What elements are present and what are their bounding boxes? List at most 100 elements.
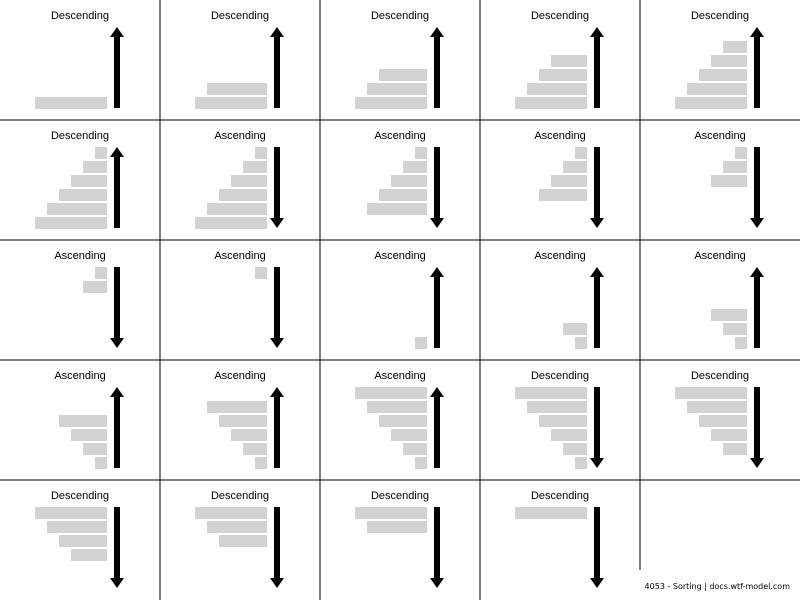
sort-bar xyxy=(539,415,587,427)
sort-bar xyxy=(379,415,427,427)
panel-title: Descending xyxy=(51,490,109,502)
sort-bar xyxy=(219,189,267,201)
sort-bar xyxy=(95,267,107,279)
sort-bar xyxy=(207,83,267,95)
sort-bar xyxy=(711,55,747,67)
panel-title: Descending xyxy=(531,370,589,382)
panel: Ascending xyxy=(534,250,604,349)
sort-bar xyxy=(367,521,427,533)
arrow-down-icon xyxy=(110,267,124,348)
panel-title: Ascending xyxy=(694,130,745,142)
sort-bar xyxy=(551,429,587,441)
sort-bar xyxy=(527,83,587,95)
sort-bar xyxy=(83,281,107,293)
sort-bar xyxy=(95,457,107,469)
sort-bar xyxy=(83,161,107,173)
panel: Ascending xyxy=(54,250,124,348)
panel-title: Ascending xyxy=(374,250,425,262)
panel: Ascending xyxy=(54,370,124,469)
panel-title: Descending xyxy=(371,490,429,502)
sort-bar xyxy=(551,55,587,67)
panel: Descending xyxy=(35,490,124,588)
sort-bar xyxy=(415,337,427,349)
sort-bar xyxy=(367,203,427,215)
sort-bar xyxy=(575,337,587,349)
sort-bar xyxy=(231,175,267,187)
sort-bar xyxy=(735,147,747,159)
sort-bar xyxy=(367,401,427,413)
sort-bar xyxy=(391,175,427,187)
sort-bar xyxy=(195,97,267,109)
sort-bar xyxy=(515,97,587,109)
arrow-down-icon xyxy=(270,147,284,228)
sort-bar xyxy=(71,549,107,561)
panel-title: Descending xyxy=(691,10,749,22)
panel: Descending xyxy=(355,10,444,109)
panel: Descending xyxy=(355,490,444,588)
arrow-up-icon xyxy=(110,387,124,468)
footer-caption: 4053 - Sorting | docs.wtf-model.com xyxy=(644,582,790,591)
sort-bar xyxy=(403,443,427,455)
sort-bar xyxy=(35,507,107,519)
sort-bar xyxy=(355,97,427,109)
panel: Descending xyxy=(515,370,604,469)
panel-title: Descending xyxy=(691,370,749,382)
sort-bar xyxy=(207,521,267,533)
panel: Ascending xyxy=(355,370,444,469)
sort-bar xyxy=(59,415,107,427)
sort-bar xyxy=(255,267,267,279)
panel: Descending xyxy=(35,130,124,229)
panel: Ascending xyxy=(534,130,604,228)
sort-bar xyxy=(539,189,587,201)
sort-bar xyxy=(563,323,587,335)
panel-title: Ascending xyxy=(54,370,105,382)
panel-title: Descending xyxy=(51,130,109,142)
sort-bar xyxy=(403,161,427,173)
arrow-up-icon xyxy=(750,267,764,348)
sort-bar xyxy=(207,203,267,215)
sort-bar xyxy=(255,147,267,159)
arrow-up-icon xyxy=(430,267,444,348)
panel: Ascending xyxy=(367,130,444,228)
panel: Ascending xyxy=(374,250,444,349)
arrow-down-icon xyxy=(110,507,124,588)
arrow-down-icon xyxy=(590,147,604,228)
sort-bar xyxy=(243,443,267,455)
sort-bar xyxy=(515,507,587,519)
sort-bar xyxy=(71,175,107,187)
arrow-down-icon xyxy=(270,267,284,348)
panel: Descending xyxy=(515,490,604,588)
sort-bar xyxy=(391,429,427,441)
panel-title: Descending xyxy=(211,490,269,502)
panel: Ascending xyxy=(195,130,284,229)
sort-bar xyxy=(47,521,107,533)
sort-bar xyxy=(195,217,267,229)
sort-bar xyxy=(255,457,267,469)
sort-bar xyxy=(243,161,267,173)
sort-bar xyxy=(59,189,107,201)
arrow-up-icon xyxy=(110,27,124,108)
sort-bar xyxy=(575,147,587,159)
panel-title: Descending xyxy=(531,490,589,502)
arrow-down-icon xyxy=(750,147,764,228)
arrow-down-icon xyxy=(750,387,764,468)
sort-bar xyxy=(83,443,107,455)
sort-bar xyxy=(551,175,587,187)
panel: Descending xyxy=(195,10,284,109)
arrow-up-icon xyxy=(430,27,444,108)
sort-bar xyxy=(379,69,427,81)
panel-title: Descending xyxy=(211,10,269,22)
sort-bar xyxy=(415,147,427,159)
sort-bar xyxy=(355,387,427,399)
sort-bar xyxy=(711,175,747,187)
arrow-down-icon xyxy=(430,507,444,588)
panel-title: Ascending xyxy=(534,130,585,142)
panel: Ascending xyxy=(214,250,284,348)
panel-title: Ascending xyxy=(214,130,265,142)
panel: Descending xyxy=(675,370,764,468)
sort-bar xyxy=(207,401,267,413)
panel: Descending xyxy=(35,10,124,109)
sort-bar xyxy=(219,415,267,427)
sort-bar xyxy=(219,535,267,547)
sort-bar xyxy=(95,147,107,159)
